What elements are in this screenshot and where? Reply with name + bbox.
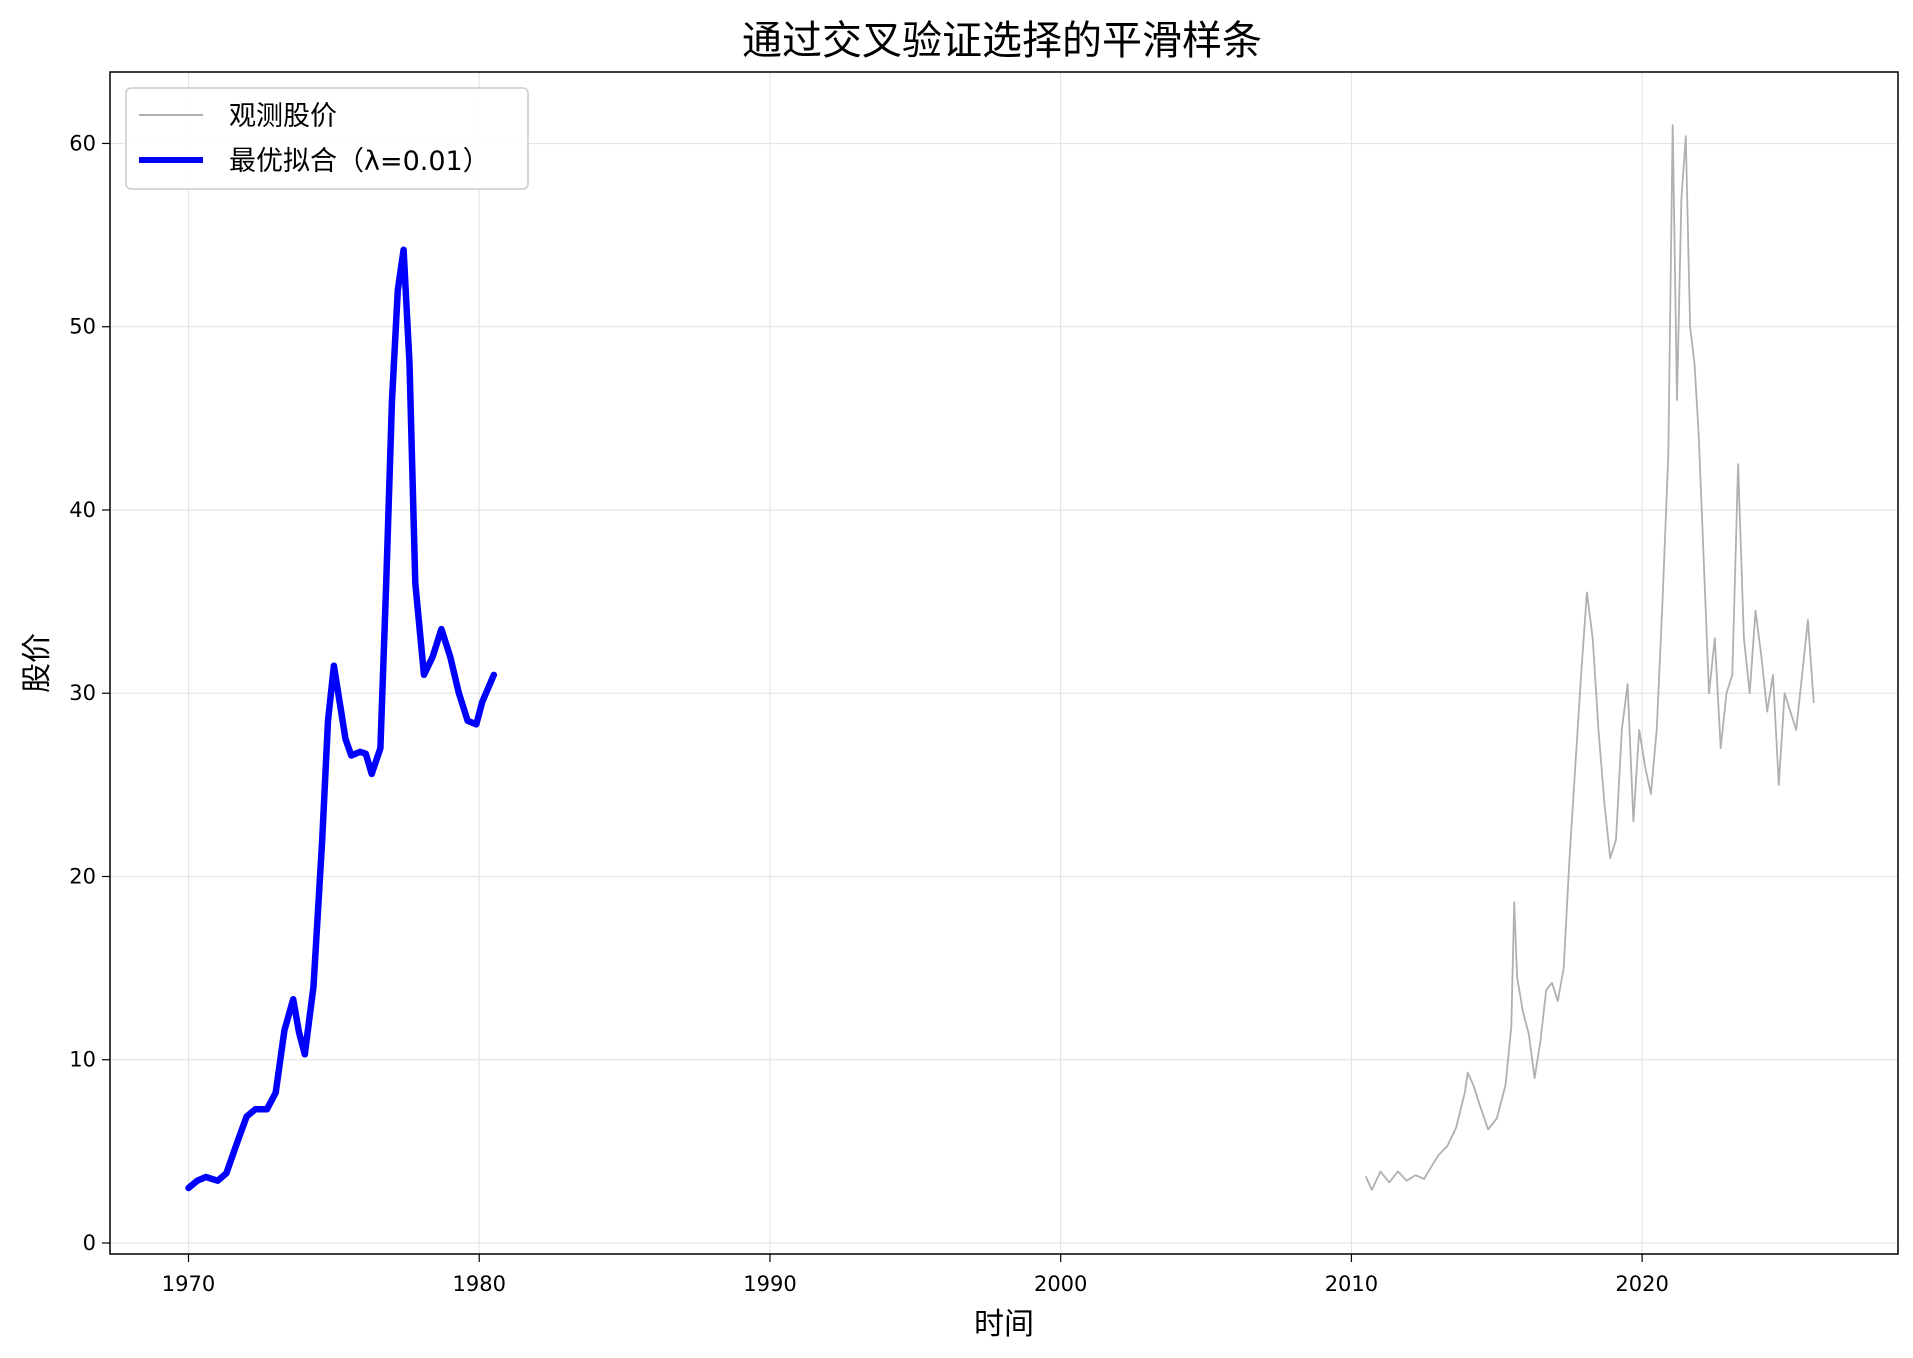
legend-box — [125, 87, 529, 190]
y-tick-label: 50 — [69, 315, 96, 339]
y-axis: 0 10 20 30 40 50 60 — [69, 131, 110, 1255]
y-tick-label: 20 — [69, 864, 96, 888]
grid-lines — [110, 72, 1898, 1254]
y-tick-label: 30 — [69, 681, 96, 705]
legend-label-fit: 最优拟合（λ=0.01） — [229, 146, 490, 177]
plot-area — [109, 71, 1899, 1255]
plot-frame — [109, 71, 1899, 1255]
series-line-observed — [1365, 124, 1815, 1191]
plot-background — [110, 72, 1898, 1254]
y-tick-label: 0 — [83, 1231, 96, 1255]
y-axis-label: 股价 — [20, 633, 55, 693]
series-layer — [185, 124, 1815, 1192]
legend-label-observed: 观测股价 — [229, 101, 337, 132]
chart-title: 通过交叉验证选择的平滑样条 — [742, 18, 1262, 64]
x-axis: 1970 1980 1990 2000 2010 2020 — [162, 1254, 1669, 1296]
x-tick-label: 2020 — [1615, 1272, 1668, 1296]
series-line-fit — [185, 246, 498, 1192]
x-tick-label: 1970 — [162, 1272, 215, 1296]
x-tick-label: 1980 — [453, 1272, 506, 1296]
x-tick-label: 1990 — [743, 1272, 796, 1296]
legend: 观测股价 最优拟合（λ=0.01） — [125, 87, 529, 190]
x-tick-label: 2010 — [1325, 1272, 1378, 1296]
x-tick-label: 2000 — [1034, 1272, 1087, 1296]
y-tick-label: 40 — [69, 498, 96, 522]
x-axis-label: 时间 — [974, 1307, 1034, 1342]
y-tick-label: 10 — [69, 1048, 96, 1072]
y-tick-label: 60 — [69, 131, 96, 155]
